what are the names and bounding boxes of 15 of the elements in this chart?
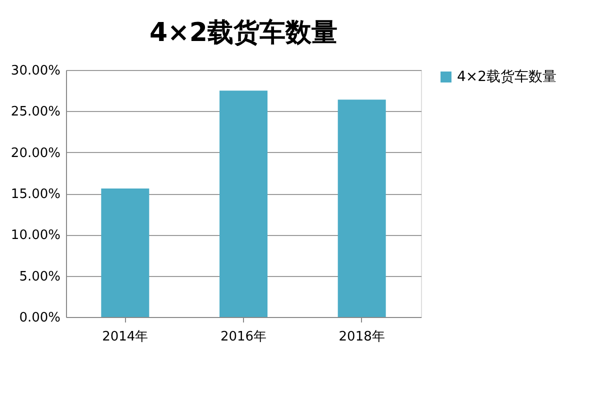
y-tick-label: 15.00%	[10, 187, 60, 202]
bar	[220, 90, 268, 317]
y-tick-label: 20.00%	[10, 146, 60, 161]
chart-title: 4×2载货车数量	[150, 18, 338, 48]
x-tick-label: 2014年	[102, 330, 148, 344]
x-tick-label: 2016年	[220, 330, 267, 344]
bar	[338, 100, 386, 317]
y-tick-label: 30.00%	[10, 64, 60, 78]
bar	[101, 188, 150, 317]
y-tick-label: 10.00%	[10, 228, 60, 244]
x-tick-label: 2018年	[338, 330, 385, 344]
y-tick-label: 0.00%	[19, 310, 60, 326]
y-tick-label: 25.00%	[10, 104, 60, 120]
legend-label: 4×2载货车数量	[457, 69, 557, 85]
y-tick-label: 5.00%	[19, 269, 60, 284]
